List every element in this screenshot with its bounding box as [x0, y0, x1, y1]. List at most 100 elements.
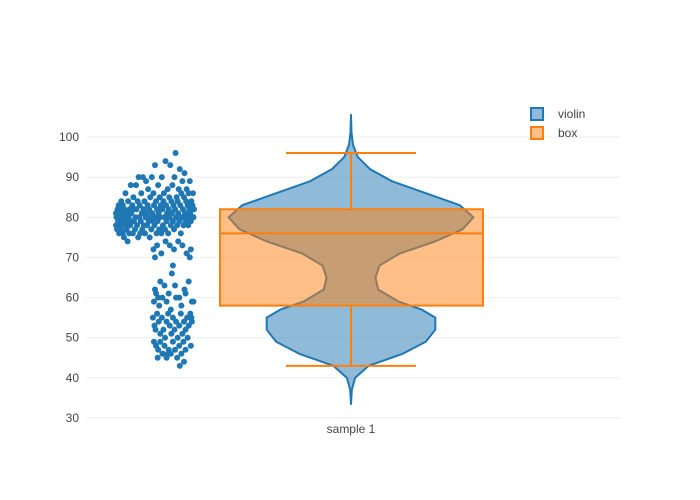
y-tick-label: 70: [66, 250, 80, 264]
data-point: [165, 230, 172, 237]
data-point: [150, 298, 157, 305]
data-point: [174, 334, 181, 341]
data-point: [162, 238, 169, 245]
data-point: [133, 182, 140, 189]
y-tick-label: 50: [66, 331, 80, 345]
data-point: [173, 294, 180, 301]
data-point: [120, 234, 127, 241]
data-point: [171, 174, 178, 181]
data-point: [177, 230, 184, 237]
data-point: [152, 254, 158, 261]
data-point: [172, 150, 179, 157]
data-point: [158, 230, 165, 237]
y-tick-label: 30: [66, 411, 80, 425]
data-point: [171, 326, 178, 333]
data-point: [175, 238, 182, 245]
data-point: [130, 194, 137, 201]
data-point: [138, 190, 145, 197]
data-point: [187, 342, 194, 349]
data-point: [145, 186, 152, 193]
legend-swatch: [530, 107, 544, 121]
data-point: [161, 282, 168, 289]
data-point: [176, 342, 183, 349]
data-point: [157, 278, 164, 285]
data-point: [169, 262, 176, 269]
data-point: [166, 242, 173, 249]
data-point: [140, 206, 147, 213]
data-point: [150, 246, 157, 253]
data-point: [143, 178, 150, 185]
data-point: [169, 182, 176, 189]
data-point: [153, 290, 160, 297]
data-point: [151, 222, 158, 229]
data-point: [188, 314, 195, 321]
data-point: [170, 246, 177, 253]
data-point: [163, 298, 170, 305]
x-axis-ticks: sample 1: [327, 422, 376, 436]
y-tick-label: 60: [66, 291, 80, 305]
data-point: [136, 202, 143, 209]
data-point: [139, 174, 146, 181]
data-point: [141, 230, 148, 237]
data-point: [189, 190, 196, 197]
data-point: [155, 346, 162, 353]
data-point: [147, 194, 154, 201]
scatter-points: [113, 150, 197, 369]
legend-label: violin: [558, 107, 585, 121]
data-point: [122, 190, 129, 197]
data-point: [169, 218, 176, 225]
data-point: [190, 214, 197, 221]
data-point: [149, 314, 156, 321]
data-point: [165, 310, 172, 317]
data-point: [163, 318, 170, 325]
data-point: [137, 218, 144, 225]
data-point: [149, 210, 156, 217]
data-point: [158, 314, 165, 321]
data-point: [127, 182, 134, 189]
y-tick-label: 80: [66, 210, 80, 224]
y-tick-label: 90: [66, 170, 80, 184]
legend-swatch: [530, 126, 544, 140]
data-point: [153, 198, 160, 205]
data-point: [178, 302, 185, 309]
data-point: [172, 346, 179, 353]
data-point: [154, 310, 161, 317]
data-point: [165, 290, 172, 297]
legend-item-box[interactable]: box: [530, 126, 577, 140]
data-point: [156, 302, 163, 309]
data-point: [125, 198, 132, 205]
data-point: [177, 310, 184, 317]
data-point: [179, 178, 186, 185]
data-point: [157, 338, 164, 345]
data-point: [182, 346, 189, 353]
legend[interactable]: violin box: [530, 107, 585, 140]
data-point: [141, 198, 148, 205]
data-point: [161, 342, 168, 349]
legend-item-violin[interactable]: violin: [530, 107, 585, 121]
y-tick-label: 100: [59, 130, 79, 144]
data-point: [165, 350, 172, 357]
data-point: [154, 242, 161, 249]
data-point: [190, 298, 197, 305]
data-point: [169, 314, 176, 321]
data-point: [185, 190, 192, 197]
data-point: [148, 174, 155, 181]
data-point: [162, 226, 169, 233]
data-point: [162, 158, 169, 165]
data-point: [172, 206, 179, 213]
data-point: [150, 190, 157, 197]
data-point: [174, 354, 181, 361]
data-point: [155, 318, 162, 325]
data-point: [159, 206, 166, 213]
data-point: [184, 334, 191, 341]
data-point: [164, 186, 171, 193]
x-tick-label: sample 1: [327, 422, 376, 436]
data-point: [185, 322, 192, 329]
data-point: [175, 210, 182, 217]
data-point: [160, 326, 167, 333]
data-point: [182, 290, 189, 297]
data-point: [167, 162, 174, 169]
data-point: [163, 218, 170, 225]
data-point: [184, 314, 191, 321]
